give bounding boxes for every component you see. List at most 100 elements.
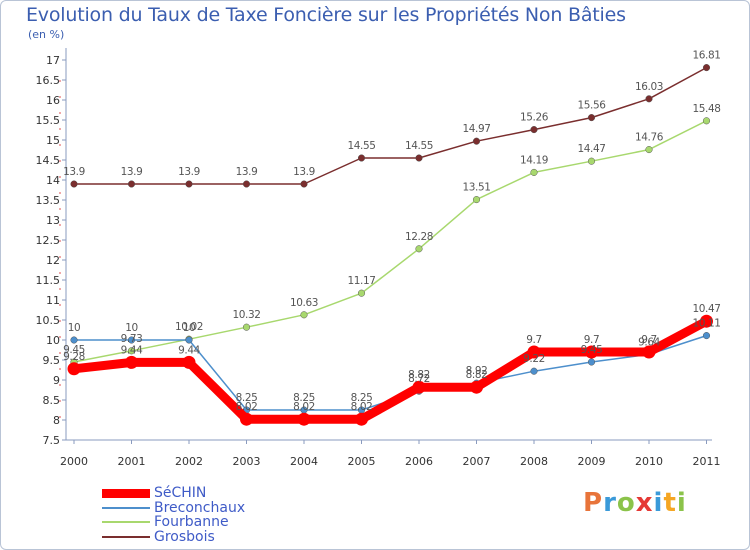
data-point xyxy=(415,154,423,162)
data-label: 8.72 xyxy=(408,373,430,385)
data-label: 9.22 xyxy=(523,353,545,365)
data-point xyxy=(67,362,81,376)
data-point xyxy=(527,345,541,359)
data-label: 9.7 xyxy=(526,334,542,346)
legend-label: Breconchaux xyxy=(154,499,246,516)
series-line-séchin xyxy=(73,317,709,424)
x-tick-label: 2008 xyxy=(520,455,548,468)
x-tick-label: 2002 xyxy=(175,455,203,468)
x-tick-label: 2011 xyxy=(693,455,721,468)
logo-letter: P xyxy=(583,488,604,518)
y-tick-label: 16 xyxy=(46,94,60,107)
data-label: 8.82 xyxy=(408,369,430,381)
data-label: 14.97 xyxy=(462,123,490,135)
y-tick-label: 12.5 xyxy=(36,234,61,247)
logo-letter: i xyxy=(676,488,687,518)
data-label: 16.81 xyxy=(692,50,720,62)
legend-swatch xyxy=(102,535,150,538)
data-label: 14.76 xyxy=(635,132,664,144)
legend-swatch xyxy=(102,521,150,523)
data-point xyxy=(297,412,311,426)
data-label: 13.9 xyxy=(63,166,85,178)
data-point xyxy=(300,180,308,188)
y-tick-label: 14.5 xyxy=(36,154,61,167)
data-label: 8.92 xyxy=(466,365,488,377)
data-label: 15.48 xyxy=(692,103,720,115)
data-point xyxy=(702,64,711,72)
data-point xyxy=(587,358,596,366)
data-point xyxy=(242,323,251,331)
data-label: 10 xyxy=(183,322,196,334)
x-tick-label: 2003 xyxy=(233,455,261,468)
proxiti-logo: Proxiti xyxy=(583,488,687,518)
data-label: 9.7 xyxy=(584,334,600,346)
data-label: 14.19 xyxy=(520,154,548,166)
data-point xyxy=(355,412,368,426)
data-label: 8.25 xyxy=(293,392,315,404)
data-point xyxy=(587,114,596,122)
data-point xyxy=(127,180,136,188)
data-label: 14.55 xyxy=(347,140,375,152)
x-tick-label: 2006 xyxy=(405,455,433,468)
data-point xyxy=(530,168,538,176)
x-tick-label: 2009 xyxy=(578,455,606,468)
data-point xyxy=(702,332,711,340)
data-label: 16.03 xyxy=(635,81,663,93)
x-tick-label: 2007 xyxy=(463,455,491,468)
legend-label: Fourbanne xyxy=(154,514,229,530)
data-label: 14.47 xyxy=(577,143,605,155)
logo-letter: i xyxy=(653,488,664,518)
legend-label: SéCHIN xyxy=(154,485,207,501)
data-point xyxy=(700,314,713,328)
legend-swatch xyxy=(102,506,150,509)
x-tick-label: 2004 xyxy=(290,455,318,468)
x-tick-label: 2010 xyxy=(635,455,663,468)
data-label: 13.9 xyxy=(293,166,315,178)
data-point xyxy=(127,336,136,344)
data-point xyxy=(125,355,138,369)
data-label: 10.11 xyxy=(692,318,720,330)
data-point xyxy=(357,154,366,162)
data-label: 9.73 xyxy=(121,333,143,345)
data-label: 13.9 xyxy=(178,166,200,178)
data-point xyxy=(645,146,653,154)
data-label: 10.32 xyxy=(232,309,260,321)
series-line-fourbanne xyxy=(73,120,707,363)
data-label: 8.82 xyxy=(466,369,488,381)
y-tick-label: 11 xyxy=(46,294,60,307)
data-label: 10.02 xyxy=(175,321,203,333)
logo-letter: x xyxy=(635,488,654,518)
data-label: 8.02 xyxy=(236,401,258,413)
data-label: 8.25 xyxy=(351,392,373,404)
data-point xyxy=(415,245,423,253)
y-tick-label: 9.5 xyxy=(43,354,61,367)
data-label: 13.9 xyxy=(236,166,258,178)
data-point xyxy=(300,311,308,319)
legend-swatch xyxy=(102,488,150,498)
data-label: 9.28 xyxy=(63,351,85,363)
data-point xyxy=(240,412,253,426)
data-point xyxy=(472,196,481,204)
data-label: 9.45 xyxy=(63,344,85,356)
y-tick-label: 9 xyxy=(53,374,60,387)
y-tick-label: 15 xyxy=(46,134,60,147)
y-tick-label: 10.5 xyxy=(36,314,61,327)
data-label: 11.17 xyxy=(347,275,375,287)
data-point xyxy=(242,180,251,188)
data-label: 10.47 xyxy=(692,303,720,315)
x-tick-label: 2005 xyxy=(348,455,376,468)
logo-letter: o xyxy=(616,488,636,518)
data-label: 9.44 xyxy=(178,344,200,356)
data-point xyxy=(185,180,193,188)
y-tick-label: 15.5 xyxy=(36,114,61,127)
data-point xyxy=(645,95,653,103)
data-label: 8.02 xyxy=(351,401,373,413)
y-tick-label: 11.5 xyxy=(36,274,61,287)
y-tick-label: 10 xyxy=(46,334,60,347)
data-point xyxy=(127,347,136,355)
data-point xyxy=(185,336,193,344)
y-tick-label: 17 xyxy=(46,54,60,67)
y-tick-label: 8.5 xyxy=(43,394,61,407)
